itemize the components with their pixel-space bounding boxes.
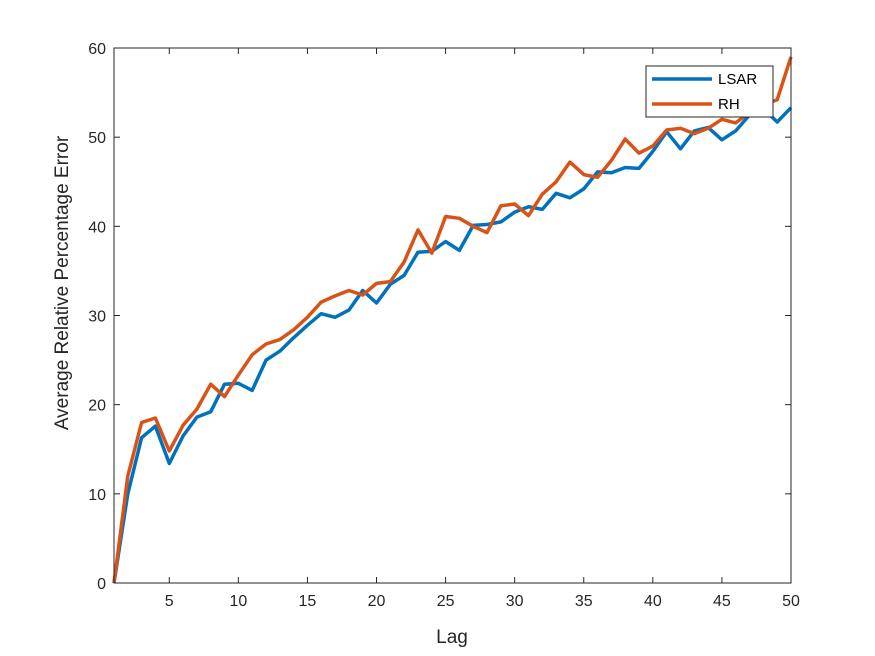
- y-tick-label: 40: [88, 219, 106, 236]
- x-tick-label: 5: [165, 593, 174, 610]
- legend-label-lsar: LSAR: [718, 71, 757, 88]
- x-tick-label: 50: [782, 593, 800, 610]
- x-tick-label: 25: [437, 593, 455, 610]
- y-tick-label: 30: [88, 309, 106, 326]
- series-line-lsar: [112, 106, 793, 584]
- x-axis-title: Lag: [436, 627, 468, 648]
- legend-label-rh: RH: [718, 96, 740, 113]
- x-tick-label: 20: [368, 593, 386, 610]
- y-axis-title: Average Relative Percentage Error: [52, 135, 73, 430]
- axes-layer: [113, 47, 792, 584]
- y-tick-label: 10: [88, 487, 106, 504]
- x-tick-label: 35: [575, 593, 593, 610]
- y-tick-label: 0: [97, 576, 106, 593]
- legend-box: [645, 65, 774, 118]
- x-tick-label: 45: [713, 593, 731, 610]
- x-tick-label: 10: [229, 593, 247, 610]
- y-tick-label: 20: [88, 398, 106, 415]
- x-tick-label: 30: [506, 593, 524, 610]
- y-tick-label: 60: [88, 41, 106, 58]
- plot-background: [114, 48, 791, 583]
- y-tick-label: 50: [88, 130, 106, 147]
- legend: LSAR RH: [645, 65, 774, 118]
- series-line-rh: [112, 56, 793, 584]
- x-tick-label: 15: [299, 593, 317, 610]
- x-tick-label: 40: [644, 593, 662, 610]
- y-tick-labels: 0 10 20 30 40 50 60: [88, 41, 106, 593]
- series-layer: [112, 56, 793, 584]
- x-tick-labels: 5 10 15 20 25 30 35 40 45 50: [165, 593, 800, 610]
